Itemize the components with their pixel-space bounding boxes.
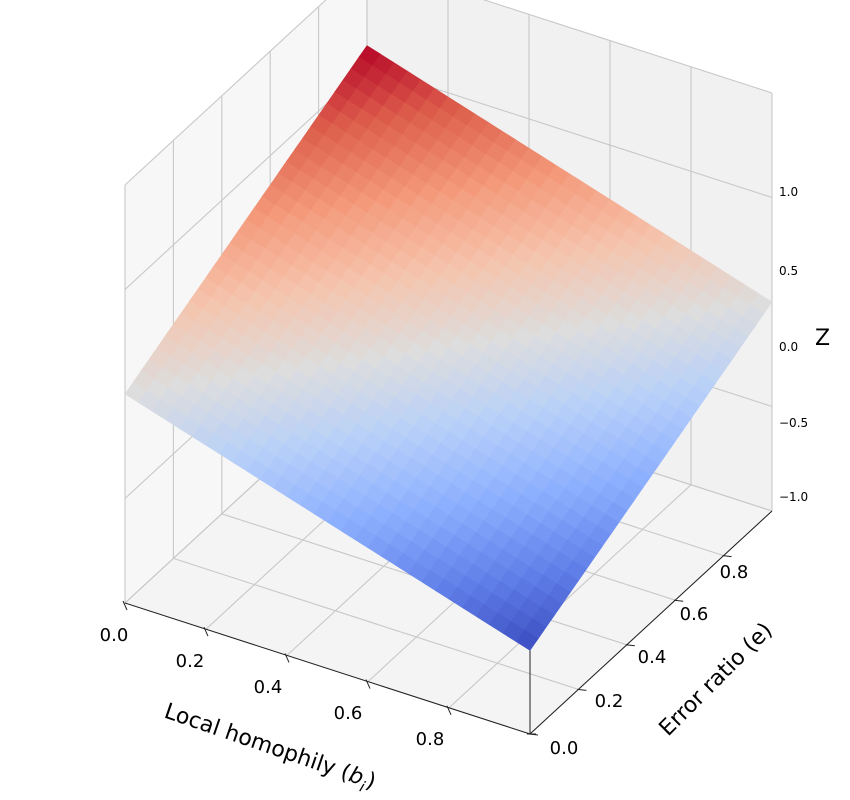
z-tick-label: 0.5 bbox=[779, 264, 798, 278]
surface-patch bbox=[516, 629, 539, 651]
y-tick-label: 0.0 bbox=[550, 738, 579, 759]
z-tick-label: 0.0 bbox=[779, 340, 798, 354]
y-axis-line bbox=[529, 510, 773, 735]
x-tick-label: 0.4 bbox=[254, 677, 283, 698]
x-axis-ticks: 0.0 0.2 0.4 0.6 0.8 bbox=[100, 625, 445, 750]
y-axis-label: Error ratio (e) bbox=[655, 618, 778, 741]
y-tick-label: 0.6 bbox=[680, 604, 709, 625]
x-tick-mark bbox=[446, 705, 452, 716]
z-tick-label: −1.0 bbox=[779, 490, 808, 504]
z-axis-ticks: −1.0 −0.5 0.0 0.5 1.0 bbox=[779, 185, 808, 504]
z-tick-label: 1.0 bbox=[779, 185, 798, 199]
x-tick-label: 0.2 bbox=[176, 651, 205, 672]
y-tick-mark bbox=[722, 555, 732, 558]
grid-line bbox=[173, 557, 579, 690]
x-tick-label: 0.0 bbox=[100, 625, 129, 646]
y-tick-label: 0.2 bbox=[595, 691, 624, 712]
grid-line bbox=[482, 0, 773, 94]
y-tick-mark bbox=[577, 688, 587, 691]
y-tick-label: 0.4 bbox=[638, 647, 667, 668]
z-tick-label: −0.5 bbox=[779, 416, 808, 430]
y-tick-label: 0.8 bbox=[720, 562, 749, 583]
x-axis-line bbox=[124, 602, 531, 735]
surface-mesh bbox=[124, 45, 773, 651]
z-axis-label: Z bbox=[815, 326, 830, 351]
y-tick-mark bbox=[674, 599, 684, 602]
grid-line bbox=[448, 484, 692, 709]
grid-line bbox=[124, 0, 327, 186]
y-tick-mark bbox=[625, 644, 635, 647]
x-tick-mark bbox=[284, 653, 290, 663]
x-tick-label: 0.8 bbox=[416, 729, 445, 750]
x-tick-mark bbox=[203, 626, 209, 637]
y-axis-ticks: 0.0 0.2 0.4 0.6 0.8 bbox=[550, 562, 749, 759]
x-tick-mark bbox=[365, 679, 371, 689]
x-tick-label: 0.6 bbox=[334, 703, 363, 724]
x-tick-mark bbox=[122, 600, 128, 611]
